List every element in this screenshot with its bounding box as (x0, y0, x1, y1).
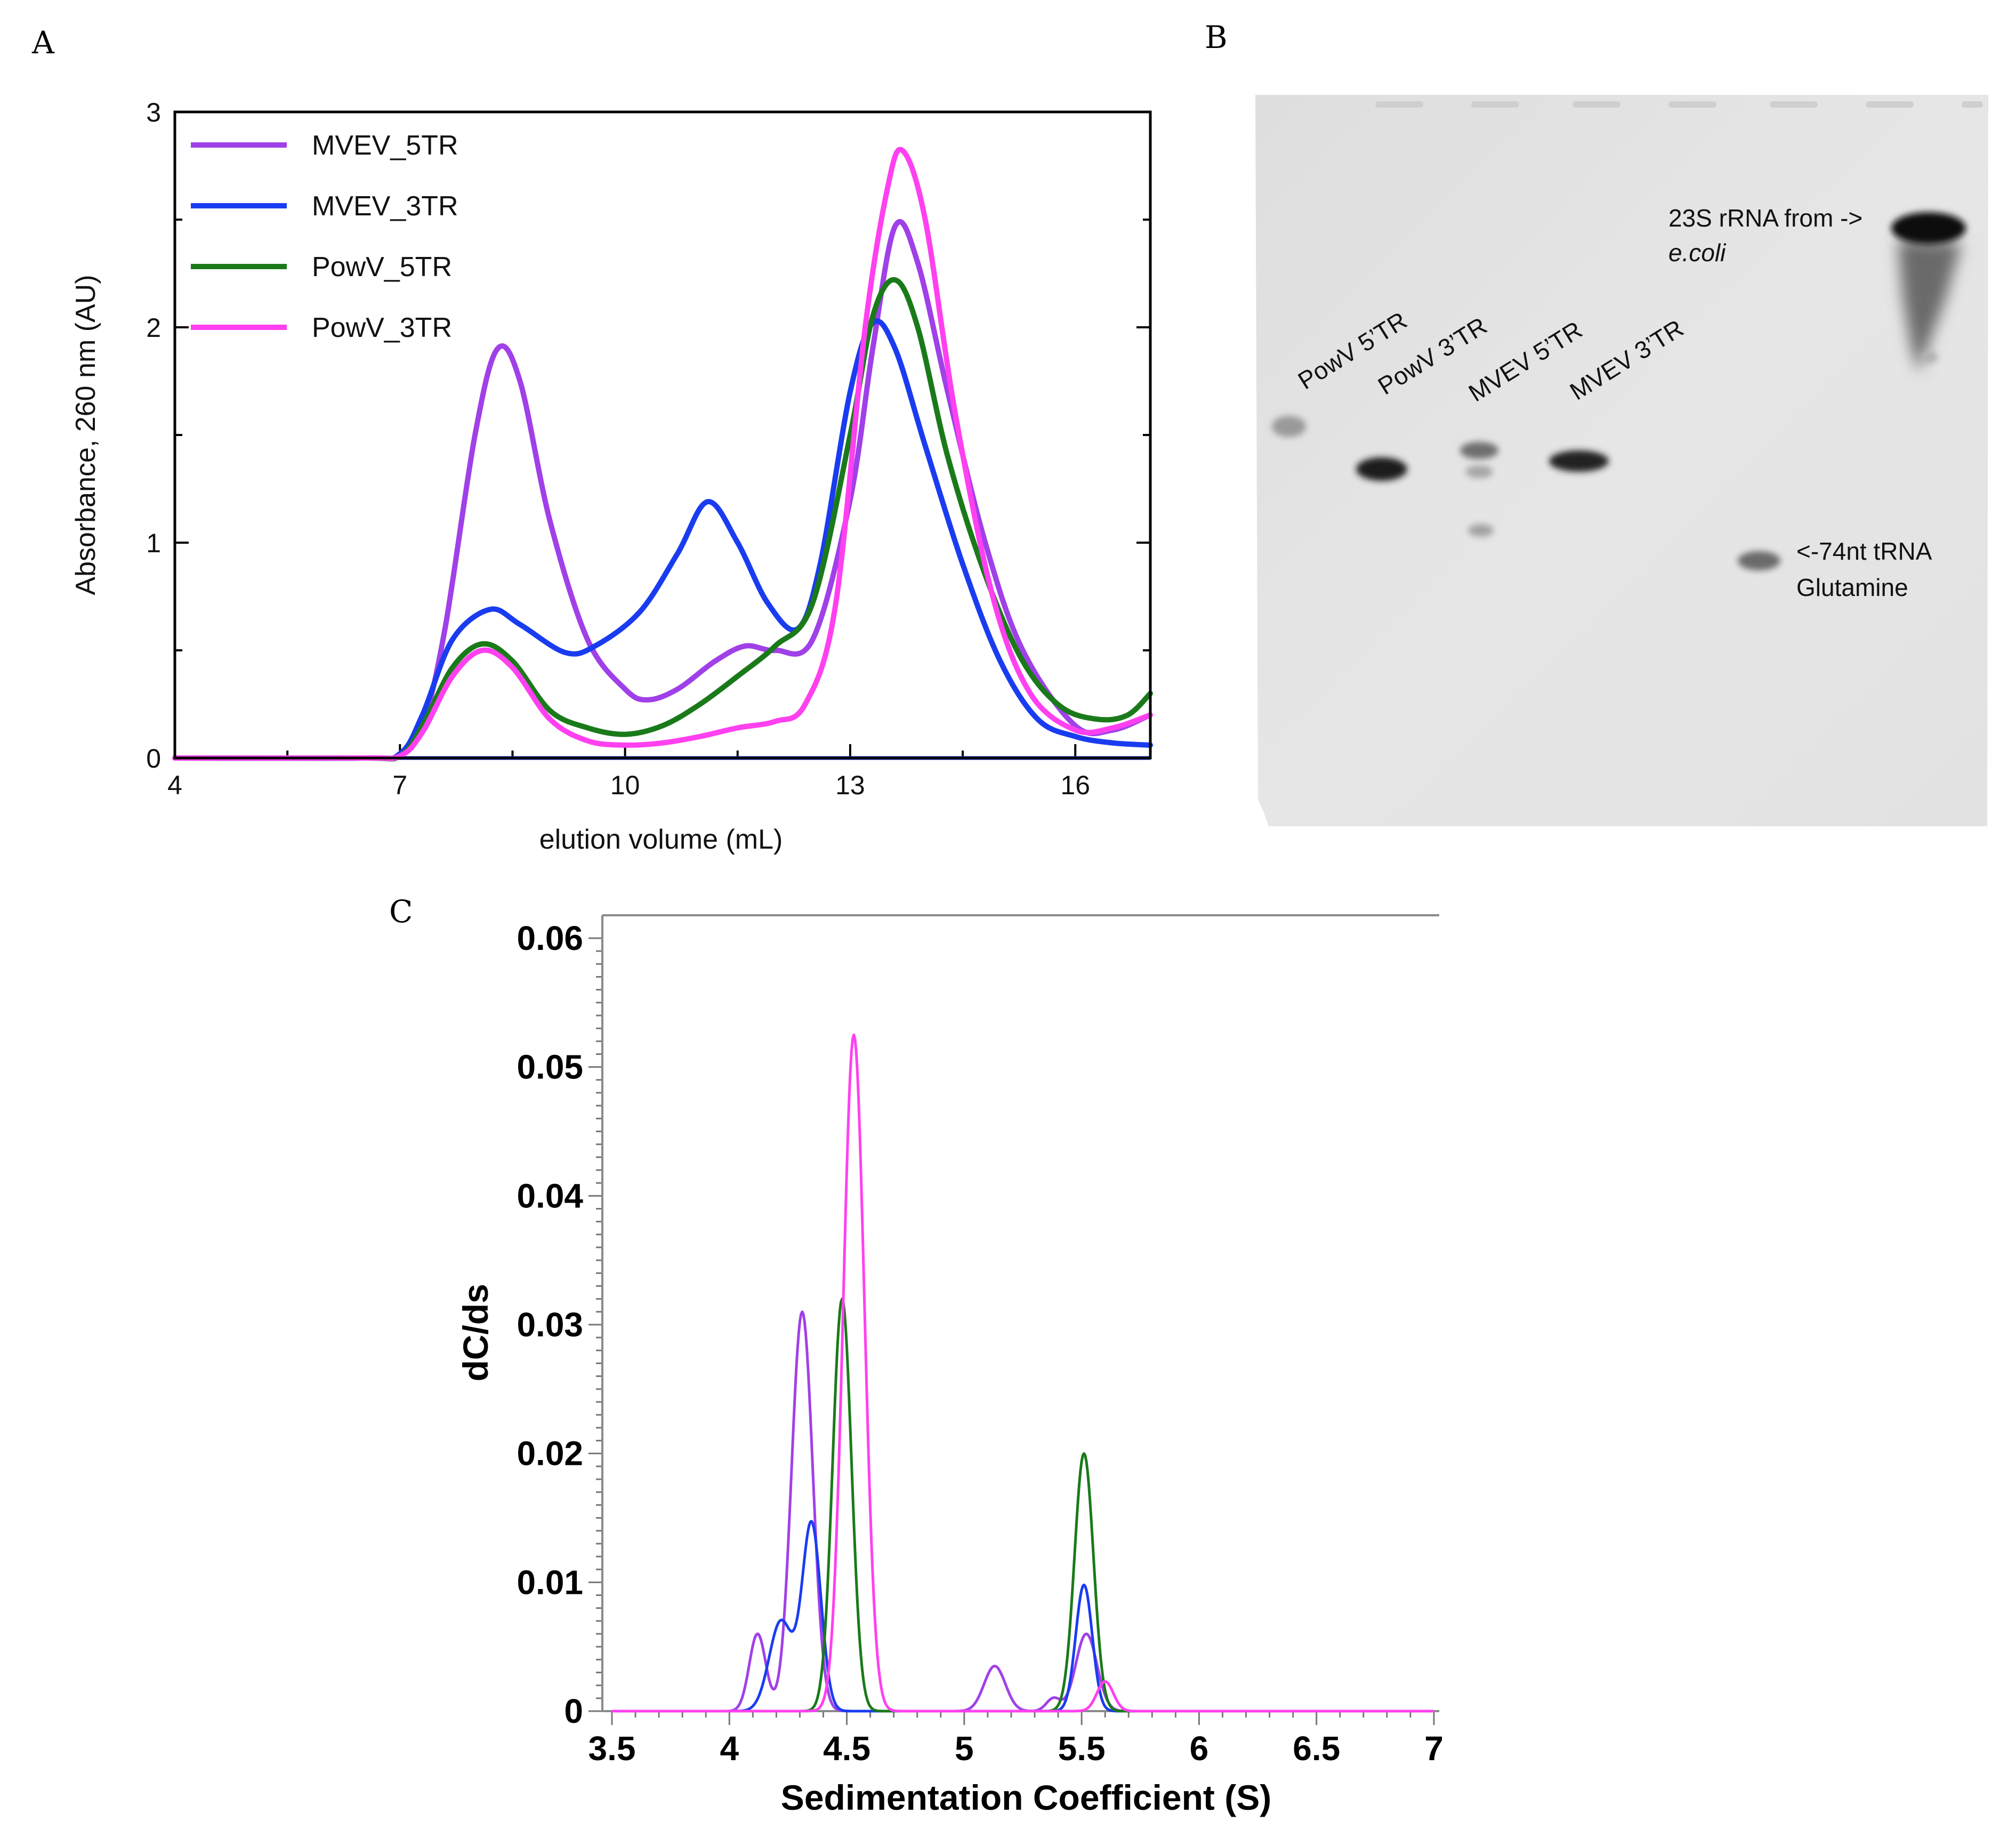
chart-c-x-tick-label: 5.5 (1058, 1729, 1106, 1768)
band-mvev-5tr-lower (1465, 465, 1493, 478)
chart-c-x-tick-label: 5 (955, 1729, 974, 1768)
chart-a-y-tick-label: 3 (146, 98, 161, 127)
chart-c-y-tick-label: 0 (564, 1692, 583, 1730)
chart-c-y-tick-label: 0.01 (517, 1563, 583, 1601)
gel-background (1255, 95, 1988, 826)
chart-a-y-axis-label: Absorbance, 260 nm (AU) (70, 275, 101, 595)
chart-a-x-axis-label: elution volume (mL) (539, 824, 783, 855)
marker-trna-label: <-74nt tRNA (1796, 537, 1932, 565)
chart-c-x-tick-label: 3.5 (588, 1729, 636, 1768)
gel-bands (1272, 212, 1966, 570)
chart-a-series-mvev-5tr (172, 219, 1153, 762)
band-23s-faint (1921, 352, 1938, 362)
chart-c: 3.5 4 4.5 5 5.5 6 6.5 7 0 0.01 0.02 0.03 0.04 0.05 0.… (456, 914, 1444, 1817)
band-powv-3tr (1356, 457, 1407, 481)
chart-c-x-tick-label: 4.5 (823, 1729, 870, 1768)
panel-a-letter: A (31, 25, 55, 61)
chart-c-y-tick-label: 0.04 (517, 1176, 583, 1215)
chart-c-series-mvev-5tr (611, 1310, 1434, 1713)
chart-a-frame (173, 110, 1152, 760)
chart-a-x-tick-label: 13 (835, 770, 865, 800)
marker-23s-label: 23S rRNA from -> (1668, 204, 1862, 232)
chart-a-legend: MVEV_5TR MVEV_3TR PowV_5TR PowV_3TR (191, 130, 458, 343)
chart-a: 4 7 10 13 16 0 1 2 3 elution volume (mL) Absorb… (70, 98, 1153, 855)
band-mvev-5tr-upper (1460, 442, 1498, 459)
panel-c-letter: C (389, 893, 413, 930)
chart-c-series (611, 1033, 1434, 1713)
chart-c-y-tick-label: 0.06 (517, 919, 583, 957)
chart-c-x-tick-label: 4 (720, 1729, 739, 1768)
gel-image: PowV 5’TR PowV 3’TR MVEV 5’TR MVEV 3’TR … (1255, 95, 1988, 826)
chart-c-x-tick-label: 6 (1190, 1729, 1209, 1768)
chart-c-x-tick-label: 6.5 (1293, 1729, 1340, 1768)
chart-c-ticks (588, 937, 1435, 1725)
chart-a-x-tick-label: 4 (167, 770, 182, 800)
chart-a-x-tick-label: 16 (1060, 770, 1090, 800)
chart-c-series-mvev-3tr (611, 1520, 1434, 1713)
chart-c-y-tick-label: 0.02 (517, 1434, 583, 1473)
legend-label-powv-3tr: PowV_3TR (312, 312, 452, 343)
chart-c-x-tick-label: 7 (1424, 1729, 1444, 1768)
gel-wells (1375, 101, 1983, 108)
chart-c-x-tick-labels: 3.5 4 4.5 5 5.5 6 6.5 7 (588, 1729, 1444, 1768)
legend-label-mvev-5tr: MVEV_5TR (312, 130, 458, 161)
chart-a-series-mvev-3tr (172, 318, 1153, 761)
chart-a-series-powv-5tr (172, 277, 1153, 762)
chart-c-y-axis-label: dC/ds (456, 1284, 495, 1381)
legend-label-powv-5tr: PowV_5TR (312, 252, 452, 283)
chart-a-y-tick-label: 1 (146, 528, 161, 558)
chart-a-y-tick-label: 0 (146, 744, 161, 773)
chart-a-y-tick-label: 2 (146, 313, 161, 343)
band-mvev-5tr-faint (1468, 524, 1494, 537)
marker-trna-name: Glutamine (1796, 574, 1908, 601)
chart-c-y-tick-label: 0.03 (517, 1305, 583, 1344)
chart-a-x-tick-labels: 4 7 10 13 16 (167, 770, 1090, 800)
band-23s-smear (1898, 240, 1962, 373)
chart-a-series (172, 147, 1153, 762)
chart-a-x-tick-label: 7 (392, 770, 407, 800)
chart-c-y-tick-labels: 0 0.01 0.02 0.03 0.04 0.05 0.06 (517, 919, 583, 1730)
panel-b-letter: B (1205, 19, 1228, 55)
legend-label-mvev-3tr: MVEV_3TR (312, 191, 458, 222)
chart-c-series-powv-5tr (611, 1297, 1434, 1713)
chart-a-x-tick-label: 10 (610, 770, 640, 800)
chart-a-series-powv-3tr (172, 147, 1153, 761)
chart-c-x-axis-label: Sedimentation Coefficient (S) (781, 1778, 1271, 1817)
band-trna (1738, 551, 1780, 570)
marker-23s-organism: e.coli (1668, 239, 1727, 267)
chart-c-y-tick-label: 0.05 (517, 1048, 583, 1086)
band-powv-5tr (1272, 416, 1306, 437)
band-mvev-3tr (1549, 450, 1609, 472)
chart-a-y-tick-labels: 0 1 2 3 (146, 98, 161, 773)
chart-c-series-powv-3tr (611, 1033, 1434, 1713)
band-23s-rrna (1891, 212, 1966, 244)
